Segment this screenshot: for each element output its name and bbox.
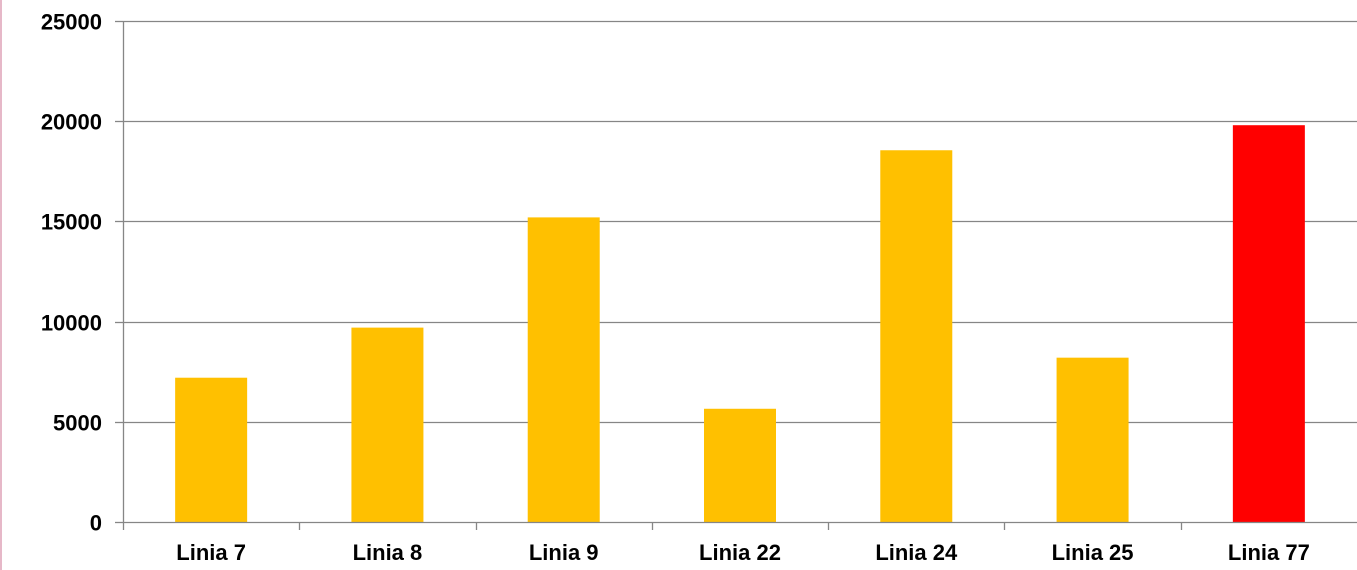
y-tick-label: 10000 xyxy=(41,311,102,336)
axes xyxy=(115,20,1357,530)
x-tick-label: Linia 24 xyxy=(875,540,958,565)
x-tick-label: Linia 77 xyxy=(1228,540,1310,565)
bar xyxy=(175,377,248,522)
bar xyxy=(351,327,424,522)
x-tick-label: Linia 8 xyxy=(353,540,423,565)
bar xyxy=(1056,357,1129,522)
bar xyxy=(704,408,776,522)
y-tick-labels: 0 5000 10000 15000 20000 25000 xyxy=(41,10,102,536)
bar xyxy=(527,217,600,522)
y-tick-label: 15000 xyxy=(41,210,102,235)
y-tick-label: 20000 xyxy=(41,110,102,135)
y-tick-label: 25000 xyxy=(41,10,102,35)
x-tick-label: Linia 7 xyxy=(176,540,246,565)
left-edge-line xyxy=(0,0,2,570)
y-tick-label: 5000 xyxy=(53,411,102,436)
y-tick-label: 0 xyxy=(90,511,102,536)
x-tick-label: Linia 25 xyxy=(1052,540,1134,565)
x-tick-label: Linia 9 xyxy=(529,540,599,565)
x-tick-labels: Linia 7 Linia 8 Linia 9 Linia 22 Linia 24 Lin… xyxy=(176,540,1310,565)
bar xyxy=(880,150,953,522)
x-tick-label: Linia 22 xyxy=(699,540,781,565)
bars xyxy=(175,125,1305,522)
bar xyxy=(1232,125,1305,522)
gridlines xyxy=(123,20,1357,424)
